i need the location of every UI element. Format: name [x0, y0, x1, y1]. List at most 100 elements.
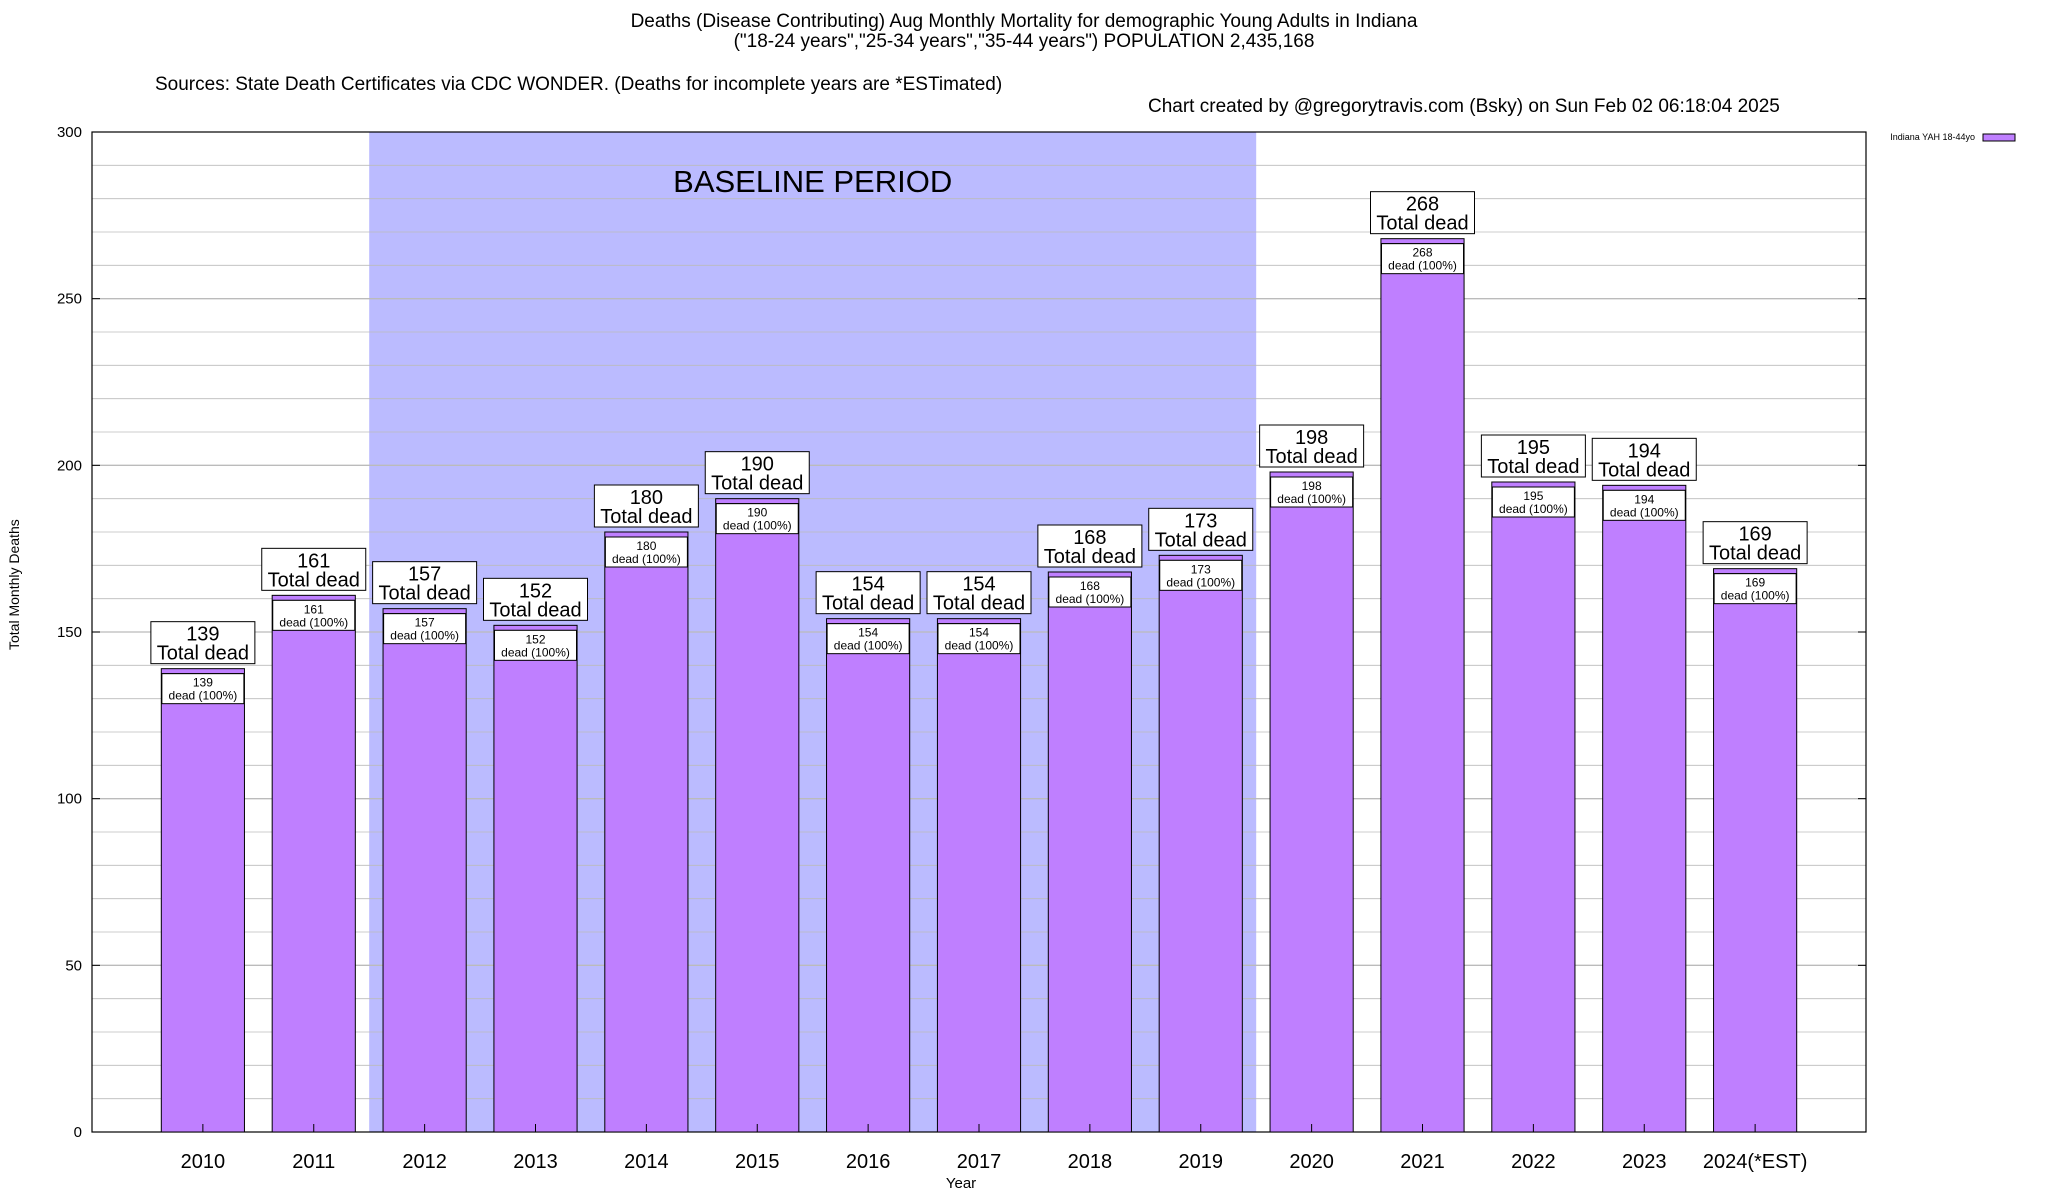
- bar: [271, 594, 356, 1133]
- inner-label-value: 161: [304, 602, 324, 616]
- total-label-box: [1148, 507, 1254, 551]
- total-label-value: 154: [851, 574, 884, 596]
- total-label-value: 168: [1073, 527, 1106, 549]
- total-label-text: Total dead: [600, 506, 692, 528]
- x-tick-label: 2016: [846, 1151, 891, 1173]
- y-tick-label: 50: [65, 957, 82, 974]
- total-label-text: Total dead: [1265, 446, 1357, 468]
- total-label-box: [483, 577, 588, 621]
- inner-label-value: 168: [1080, 579, 1100, 593]
- y-tick-label: 100: [57, 791, 82, 808]
- bar: [1713, 568, 1798, 1133]
- inner-label-box: [161, 673, 245, 705]
- x-tick-label: 2011: [292, 1151, 335, 1173]
- total-label-value: 198: [1295, 427, 1328, 449]
- inner-label-value: 198: [1302, 479, 1322, 493]
- total-label-text: Total dead: [1376, 213, 1468, 235]
- total-label-value: 195: [1517, 437, 1550, 459]
- x-tick-label: 2023: [1622, 1151, 1667, 1173]
- total-label-value: 194: [1628, 440, 1661, 462]
- inner-label-value: 195: [1523, 489, 1543, 503]
- bar: [936, 618, 1022, 1133]
- total-label-text: Total dead: [933, 593, 1025, 615]
- inner-label-text: dead (100%): [945, 639, 1014, 653]
- bar: [1380, 238, 1465, 1133]
- inner-label-text: dead (100%): [1277, 492, 1346, 506]
- total-label-box: [926, 571, 1032, 615]
- bar: [1158, 554, 1243, 1133]
- total-label-value: 190: [741, 454, 774, 476]
- total-label-value: 161: [297, 550, 330, 572]
- total-label-box: [261, 547, 367, 591]
- inner-label-box: [1270, 476, 1354, 508]
- total-label-box: [372, 561, 478, 605]
- x-tick-label: 2010: [181, 1151, 226, 1173]
- bar: [493, 624, 578, 1133]
- bar: [715, 498, 800, 1133]
- inner-label-text: dead (100%): [1721, 589, 1790, 603]
- total-label-box: [1259, 424, 1365, 468]
- x-tick-label: 2017: [957, 1151, 1002, 1173]
- inner-label-box: [1159, 559, 1243, 591]
- inner-label-value: 154: [858, 626, 878, 640]
- y-tick-label: 150: [57, 624, 82, 641]
- total-label-text: Total dead: [822, 593, 914, 615]
- x-tick-label: 2020: [1289, 1151, 1334, 1173]
- sources-text: Sources: State Death Certificates via CD…: [155, 74, 1003, 95]
- chart-title-block: Deaths (Disease Contributing) Aug Monthl…: [0, 12, 2048, 52]
- total-label-box: [1370, 191, 1475, 235]
- inner-label-box: [1713, 573, 1797, 605]
- total-label-value: 268: [1406, 194, 1439, 216]
- x-tick-label: 2015: [735, 1151, 780, 1173]
- total-label-text: Total dead: [268, 569, 360, 591]
- total-label-box: [815, 571, 921, 615]
- inner-label-text: dead (100%): [1388, 259, 1457, 273]
- total-label-box: [704, 451, 810, 495]
- legend-swatch: [1982, 133, 2016, 142]
- inner-label-box: [937, 623, 1021, 655]
- inner-label-value: 152: [525, 632, 545, 646]
- inner-label-text: dead (100%): [390, 629, 459, 643]
- x-tick-label: 2012: [402, 1151, 447, 1173]
- y-tick-label: 300: [57, 124, 82, 141]
- inner-label-value: 190: [747, 506, 767, 520]
- legend-label: Indiana YAH 18-44yo: [1890, 132, 1975, 142]
- inner-label-box: [383, 613, 467, 645]
- inner-label-text: dead (100%): [169, 689, 238, 703]
- total-label-box: [1591, 437, 1697, 481]
- inner-label-value: 268: [1412, 246, 1432, 260]
- chart-title: Deaths (Disease Contributing) Aug Monthl…: [630, 11, 1418, 32]
- inner-label-box: [604, 536, 688, 568]
- total-label-text: Total dead: [1487, 456, 1579, 478]
- total-label-box: [1037, 524, 1143, 568]
- inner-label-value: 173: [1191, 562, 1211, 576]
- bar: [1491, 481, 1576, 1133]
- chart-subtitle: ("18-24 years","25-34 years","35-44 year…: [733, 31, 1315, 52]
- inner-label-value: 139: [193, 676, 213, 690]
- inner-label-box: [826, 623, 910, 655]
- bar: [1269, 471, 1354, 1133]
- total-label-value: 157: [408, 564, 441, 586]
- total-label-value: 139: [186, 624, 219, 646]
- sources-line: Sources: State Death Certificates via CD…: [0, 52, 2048, 118]
- inner-label-value: 169: [1745, 576, 1765, 590]
- total-label-text: Total dead: [378, 583, 470, 605]
- x-tick-label: 2014: [624, 1151, 669, 1173]
- total-label-box: [150, 621, 256, 665]
- total-label-text: Total dead: [1598, 459, 1690, 481]
- total-label-value: 152: [519, 580, 552, 602]
- total-label-value: 169: [1738, 524, 1771, 546]
- x-tick-label: 2022: [1511, 1151, 1556, 1173]
- total-label-text: Total dead: [1044, 546, 1136, 568]
- baseline-annotation: BASELINE PERIOD: [673, 164, 952, 199]
- inner-label-box: [1491, 486, 1575, 518]
- inner-label-box: [1602, 489, 1686, 521]
- y-tick-label: 200: [57, 457, 82, 474]
- bar: [382, 608, 467, 1133]
- inner-label-box: [272, 599, 356, 631]
- x-tick-label: 2018: [1068, 1151, 1113, 1173]
- x-tick-label: 2013: [513, 1151, 558, 1173]
- total-label-box: [1702, 521, 1808, 565]
- inner-label-value: 157: [415, 616, 435, 630]
